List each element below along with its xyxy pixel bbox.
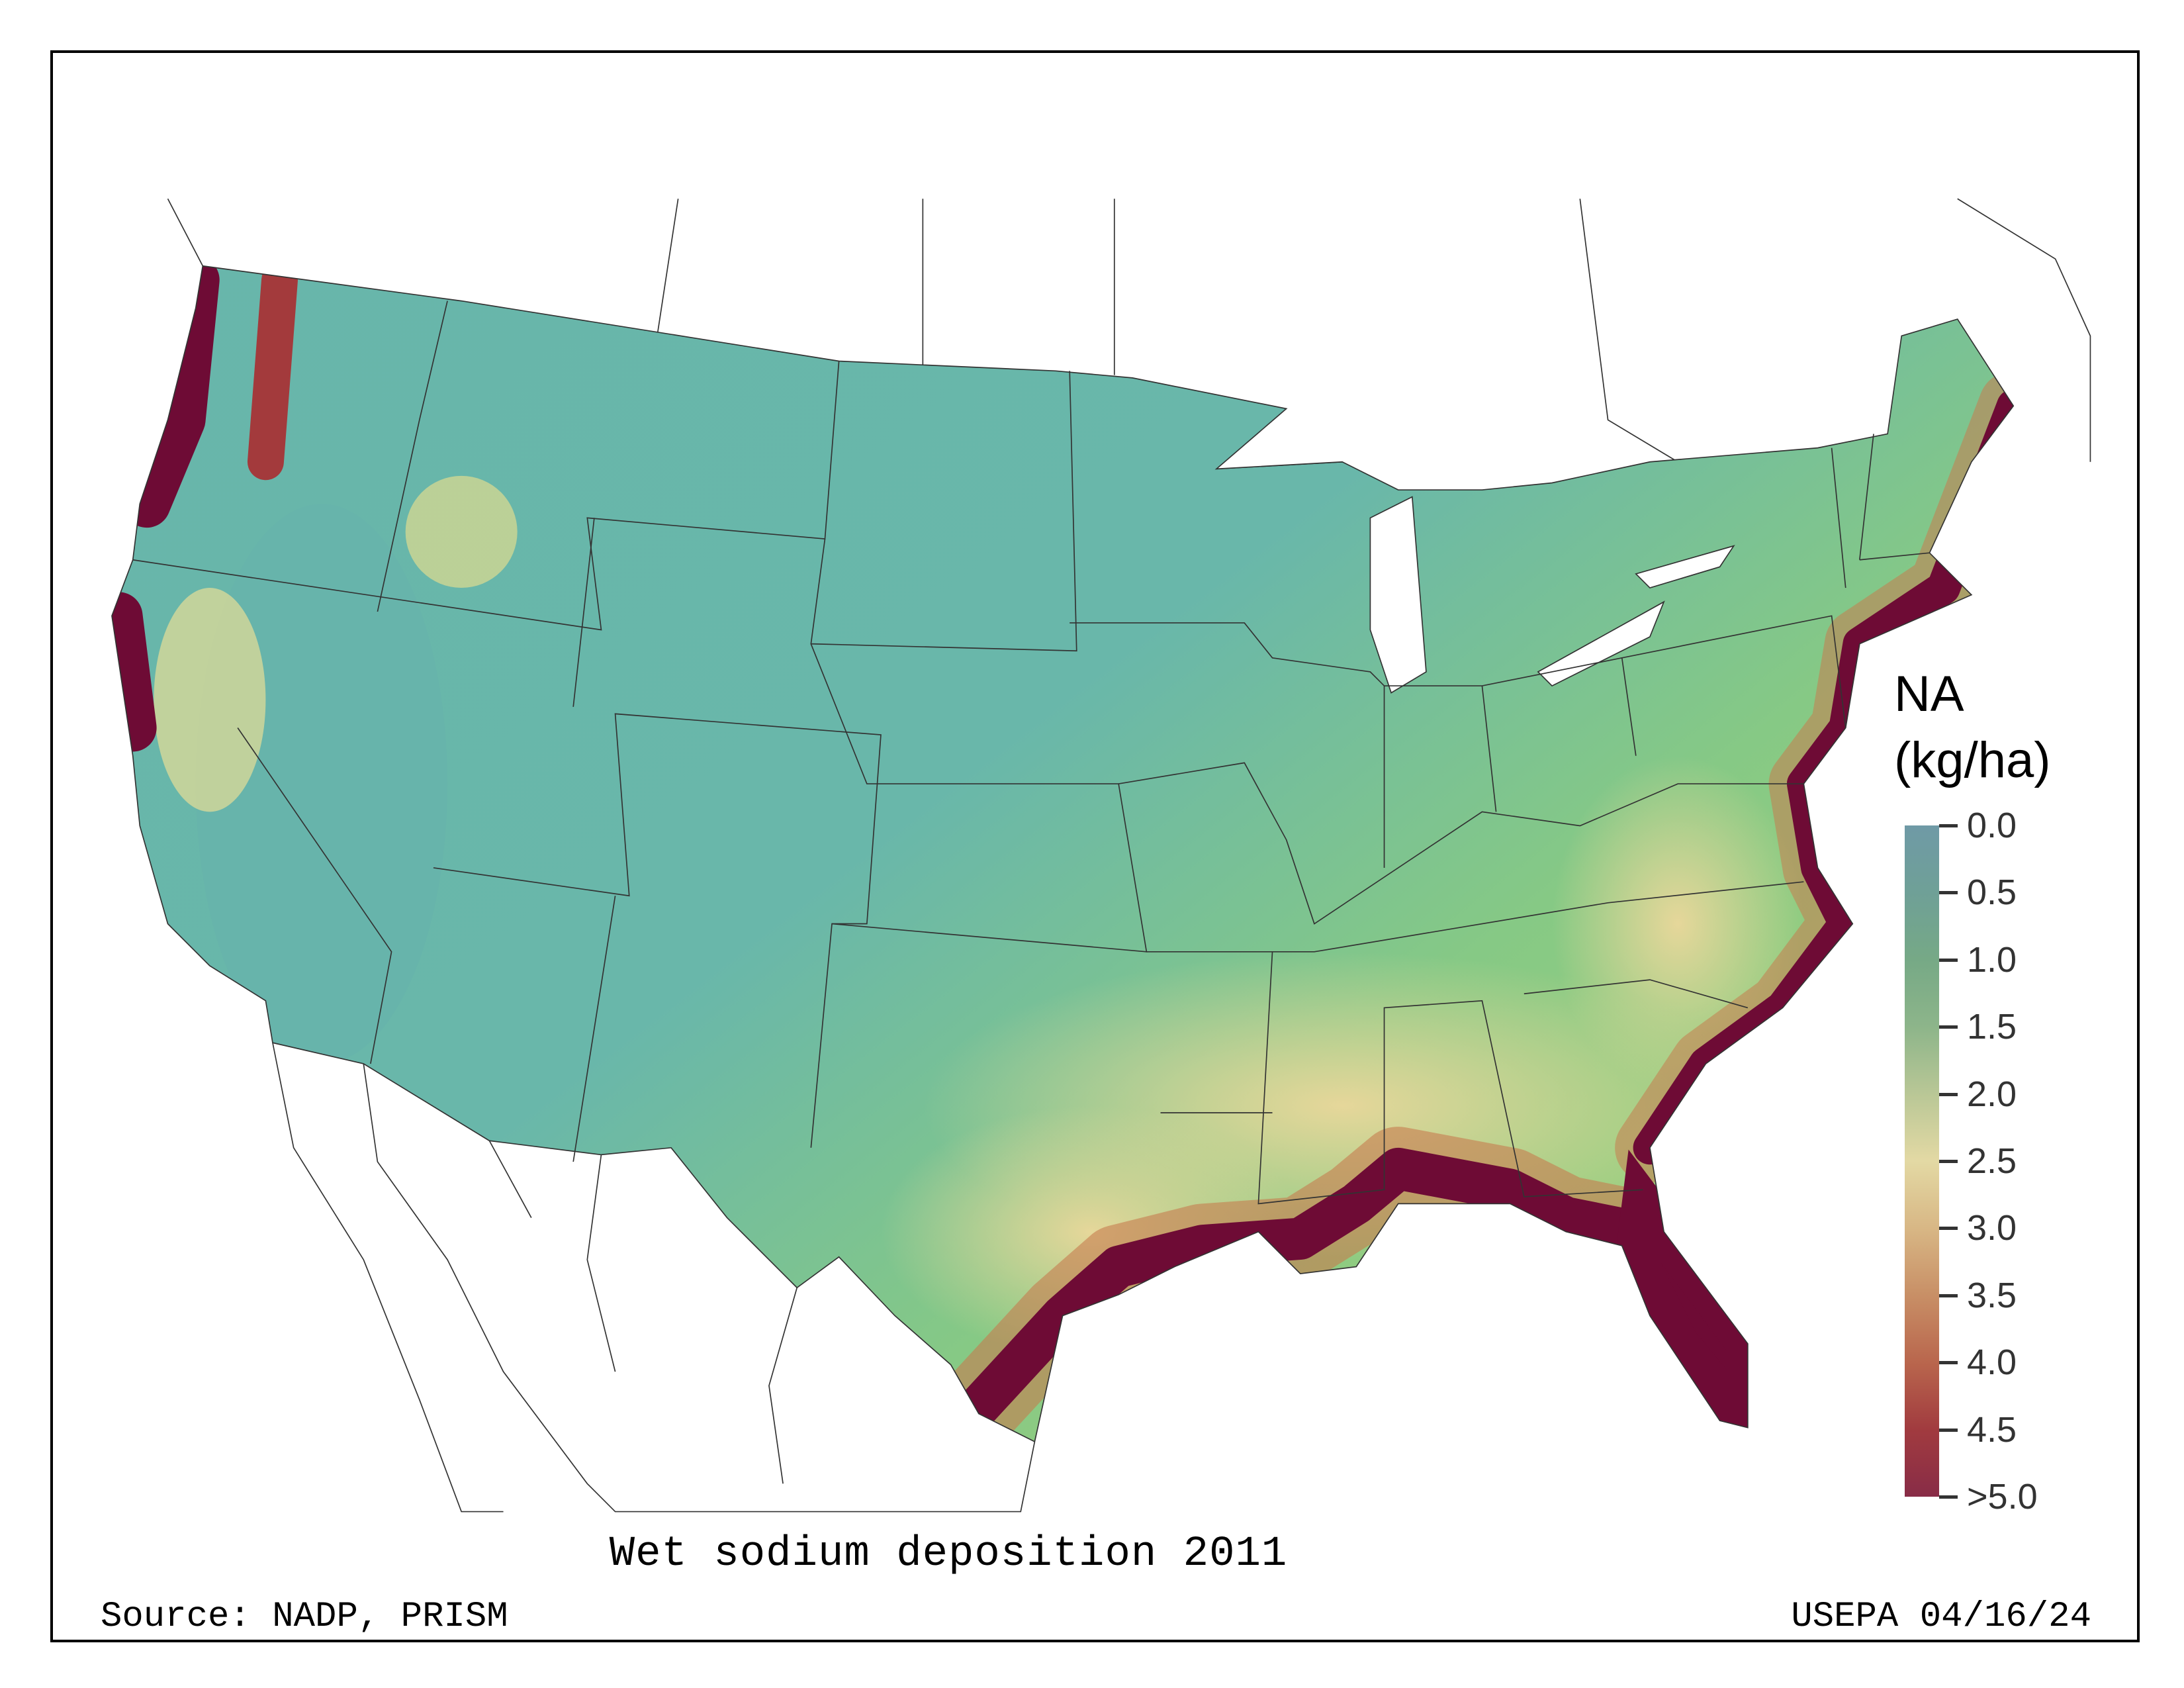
legend-tick-label: 1.5 (1967, 1007, 2017, 1047)
legend-color-bar (1905, 825, 1939, 1497)
legend-tick-label: 1.0 (1967, 939, 2017, 980)
legend-tick-mark (1939, 891, 1958, 895)
legend-tick-label: 2.0 (1967, 1074, 2017, 1114)
legend-tick-mark (1939, 1092, 1958, 1096)
legend-tick-mark (1939, 1227, 1958, 1231)
legend-tick-mark (1939, 1495, 1958, 1499)
source-note: Source: NADP, PRISM (101, 1597, 508, 1637)
legend-tick-mark (1939, 824, 1958, 827)
legend-tick-label: 4.0 (1967, 1342, 2017, 1383)
map-frame (50, 50, 2140, 1642)
legend-tick-label: 0.0 (1967, 806, 2017, 845)
legend-title: NA (1894, 666, 1964, 722)
legend-tick-label: 3.5 (1967, 1275, 2017, 1315)
neighbor-borders (167, 198, 2091, 1513)
legend-units: (kg/ha) (1894, 732, 2051, 788)
legend-tick-mark (1939, 1160, 1958, 1163)
state-borders (111, 265, 2015, 1442)
legend-tick-mark (1939, 1428, 1958, 1432)
legend-tick-label: 0.5 (1967, 872, 2017, 913)
legend-tick-mark (1939, 1025, 1958, 1029)
credit-date: USEPA 04/16/24 (1791, 1597, 2091, 1637)
legend-tick-label: 3.0 (1967, 1208, 2017, 1248)
legend-tick-label: 4.5 (1967, 1409, 2017, 1450)
legend-tick-mark (1939, 1293, 1958, 1297)
legend-tick-label: 2.5 (1967, 1141, 2017, 1181)
legend-tick-mark (1939, 958, 1958, 962)
legend-tick-label: >5.0 (1967, 1477, 2038, 1517)
legend-tick-mark (1939, 1361, 1958, 1365)
map-title: Wet sodium deposition 2011 (609, 1530, 1288, 1578)
